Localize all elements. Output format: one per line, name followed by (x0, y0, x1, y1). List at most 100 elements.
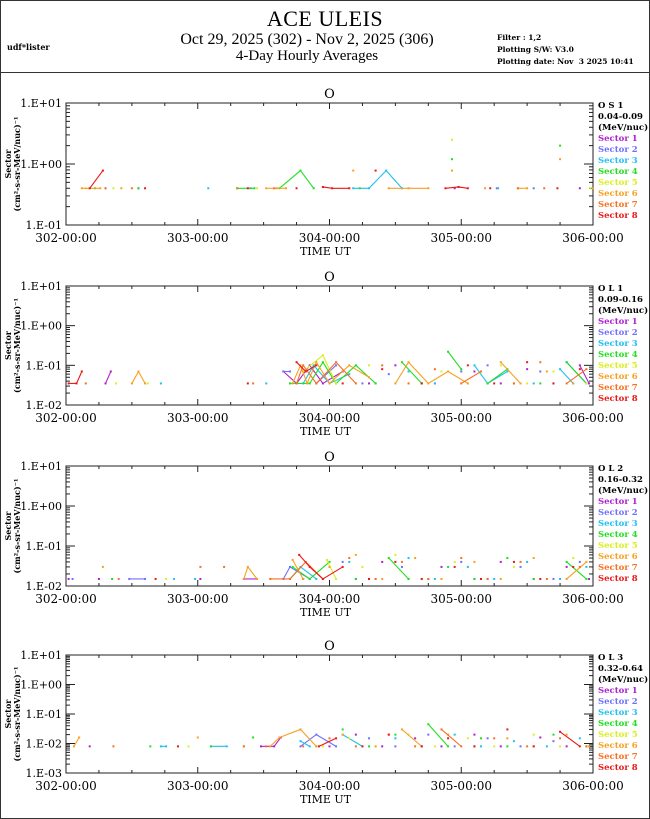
data-point (512, 740, 515, 743)
data-point (321, 577, 324, 580)
data-point (288, 577, 291, 580)
x-tick-label: 303-00:00 (167, 231, 229, 245)
data-point (381, 364, 384, 367)
data-point (559, 158, 562, 161)
series-segment (401, 729, 423, 747)
data-point (444, 187, 447, 190)
data-point (532, 557, 535, 560)
data-point (159, 745, 162, 748)
data-point (592, 187, 594, 190)
data-point (506, 728, 509, 731)
data-point (381, 560, 384, 563)
series-segment (335, 364, 357, 384)
legend-item: Sector 1 (598, 134, 638, 144)
series-segment (428, 371, 449, 384)
x-tick-label: 306-00:00 (562, 231, 624, 245)
data-point (269, 577, 272, 580)
data-point (427, 382, 430, 385)
data-point (440, 370, 443, 373)
data-point (137, 370, 140, 373)
data-point (288, 382, 291, 385)
data-point (394, 382, 397, 385)
data-point (499, 361, 502, 364)
data-point (588, 577, 591, 580)
data-point (265, 382, 268, 385)
data-point (407, 370, 410, 373)
data-point (585, 368, 588, 371)
data-point (252, 382, 255, 385)
x-axis-label: TIME UT (300, 606, 352, 619)
data-point (545, 745, 548, 748)
data-point (414, 745, 417, 748)
legend-species: O L 3 (598, 653, 624, 663)
data-point (275, 187, 278, 190)
x-tick-label: 305-00:00 (430, 231, 492, 245)
data-point (381, 745, 384, 748)
x-tick-label: 305-00:00 (430, 779, 492, 793)
data-point (447, 745, 450, 748)
data-point (532, 733, 535, 736)
data-point (99, 187, 102, 190)
figure-subtitle: 4-Day Hourly Averages (235, 48, 379, 64)
data-point (539, 370, 542, 373)
data-point (486, 737, 489, 740)
data-point (299, 740, 302, 743)
data-point (321, 354, 324, 357)
data-point (499, 382, 502, 385)
legend-item: Sector 6 (598, 189, 638, 199)
data-point (352, 169, 355, 172)
data-point (453, 560, 456, 563)
data-point (532, 382, 535, 385)
data-point (480, 737, 483, 740)
series-segment (300, 734, 317, 747)
data-point (493, 382, 496, 385)
data-point (489, 187, 492, 190)
y-axis-label: Sector (3, 330, 13, 360)
data-point (325, 558, 328, 561)
data-point (451, 138, 454, 141)
data-point (526, 382, 529, 385)
data-point (440, 745, 443, 748)
data-point (473, 560, 476, 563)
series-segment (348, 364, 370, 378)
legend-item: Sector 5 (598, 730, 638, 740)
data-point (358, 187, 361, 190)
data-point (291, 558, 294, 561)
data-point (154, 577, 157, 580)
data-point (348, 373, 351, 376)
data-point (493, 737, 496, 740)
data-point (104, 187, 107, 190)
data-point (552, 382, 555, 385)
data-point (306, 382, 309, 385)
data-point (196, 736, 199, 739)
data-point (299, 745, 302, 748)
data-point (273, 187, 276, 190)
data-point (526, 361, 529, 364)
panel-title: O (324, 270, 335, 285)
x-tick-label: 306-00:00 (562, 411, 624, 425)
data-point (407, 557, 410, 560)
series-segment (289, 561, 307, 580)
data-point (308, 382, 311, 385)
series-segment (296, 361, 307, 372)
data-point (394, 733, 397, 736)
data-point (433, 382, 436, 385)
data-point (385, 169, 388, 172)
y-axis-label: Sector (3, 511, 13, 541)
data-point (285, 187, 288, 190)
series-segment (309, 561, 330, 580)
series-segment (283, 371, 297, 384)
data-point (315, 382, 318, 385)
x-tick-label: 302-00:00 (35, 411, 97, 425)
data-point (506, 745, 509, 748)
data-point (315, 361, 318, 364)
data-point (578, 560, 581, 563)
data-point (104, 382, 107, 385)
legend-item: Sector 4 (598, 350, 638, 360)
data-point (374, 382, 377, 385)
data-point (420, 745, 423, 748)
data-point (427, 577, 430, 580)
data-point (447, 565, 450, 568)
data-point (400, 728, 403, 731)
